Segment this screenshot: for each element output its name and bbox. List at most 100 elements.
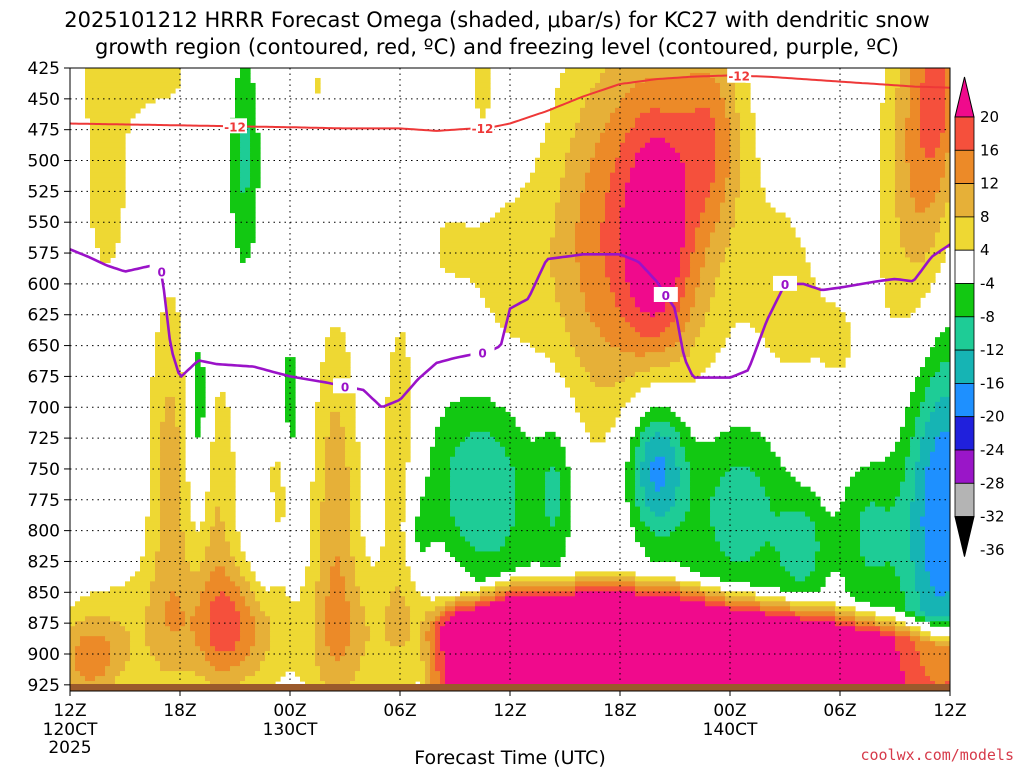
omega-cell — [610, 177, 631, 184]
omega-cell — [320, 391, 356, 398]
omega-cell — [555, 292, 586, 298]
omega-cell — [195, 352, 201, 358]
omega-cell — [740, 192, 766, 199]
omega-cell — [155, 551, 186, 558]
omega-cell — [420, 541, 431, 548]
omega-cell — [200, 526, 211, 533]
freezing-contour-label: 0 — [157, 266, 165, 280]
omega-cell — [615, 167, 631, 174]
omega-cell — [500, 546, 566, 553]
omega-cell — [350, 641, 366, 647]
omega-cell — [90, 202, 126, 209]
omega-cell — [240, 616, 256, 622]
omega-cell — [495, 591, 506, 597]
omega-cell — [425, 616, 436, 622]
omega-cell — [450, 616, 801, 622]
omega-cell — [730, 466, 751, 473]
omega-cell — [510, 332, 571, 338]
omega-cell — [625, 92, 721, 99]
omega-cell — [620, 347, 666, 353]
omega-cell — [795, 576, 806, 582]
omega-cell — [195, 372, 206, 378]
omega-cell — [140, 556, 156, 563]
omega-cell — [720, 217, 736, 224]
omega-cell — [625, 476, 636, 483]
omega-cell — [350, 466, 361, 473]
omega-cell — [925, 421, 950, 428]
omega-cell — [320, 576, 331, 582]
omega-cell — [345, 431, 356, 438]
omega-cell — [475, 601, 491, 607]
omega-cell — [925, 536, 950, 543]
omega-cell — [715, 77, 731, 84]
omega-cell — [315, 581, 331, 587]
omega-cell — [905, 252, 926, 258]
omega-cell — [320, 506, 351, 513]
omega-cell — [685, 182, 711, 189]
omega-cell — [620, 152, 636, 159]
omega-cell — [165, 616, 186, 622]
omega-cell — [935, 232, 950, 239]
omega-cell — [855, 596, 906, 602]
omega-cell — [450, 511, 516, 518]
omega-cell — [630, 501, 636, 508]
omega-cell — [440, 247, 551, 253]
omega-cell — [160, 421, 176, 428]
omega-cell — [240, 571, 256, 577]
omega-cell — [715, 142, 731, 149]
omega-cell — [670, 531, 716, 538]
omega-cell — [555, 362, 581, 368]
omega-cell — [580, 416, 616, 423]
omega-cell — [275, 511, 286, 518]
omega-cell — [555, 232, 576, 239]
omega-cell — [530, 342, 571, 348]
omega-cell — [585, 182, 611, 189]
omega-cell — [895, 636, 911, 642]
omega-cell — [840, 571, 896, 577]
omega-cell — [325, 446, 346, 453]
omega-cell — [645, 501, 676, 508]
omega-cell — [150, 496, 161, 503]
omega-cell — [690, 496, 711, 503]
omega-cell — [330, 591, 346, 597]
omega-cell — [535, 347, 576, 353]
omega-cell — [575, 586, 636, 592]
omega-cell — [560, 501, 571, 508]
omega-cell — [905, 671, 926, 677]
omega-cell — [605, 337, 681, 343]
omega-cell — [715, 162, 731, 169]
omega-cell — [665, 481, 681, 488]
omega-cell — [880, 252, 906, 258]
omega-cell — [665, 456, 676, 463]
omega-cell — [725, 252, 806, 258]
omega-cell — [450, 501, 516, 508]
omega-cell — [350, 536, 366, 543]
omega-cell — [420, 511, 451, 518]
omega-cell — [460, 396, 491, 403]
omega-cell — [580, 362, 671, 368]
omega-cell — [205, 651, 251, 657]
omega-cell — [430, 671, 441, 677]
omega-cell — [350, 601, 361, 607]
omega-cell — [315, 446, 326, 453]
omega-cell — [385, 506, 406, 513]
omega-cell — [250, 137, 261, 144]
omega-cell — [910, 162, 946, 169]
omega-cell — [475, 72, 491, 79]
omega-cell — [625, 277, 676, 283]
omega-cell — [150, 471, 161, 478]
omega-cell — [865, 556, 911, 563]
omega-cell — [160, 501, 181, 508]
omega-cell — [620, 217, 686, 224]
omega-cell — [440, 671, 446, 677]
omega-cell — [575, 571, 636, 577]
omega-cell — [835, 511, 861, 518]
omega-cell — [235, 77, 251, 84]
omega-cell — [180, 451, 186, 458]
omega-cell — [270, 646, 316, 652]
omega-cell — [315, 466, 326, 473]
omega-cell — [505, 327, 566, 333]
colorbar-tick-label: -36 — [980, 541, 1005, 559]
omega-cell — [690, 466, 731, 473]
omega-cell — [680, 466, 691, 473]
